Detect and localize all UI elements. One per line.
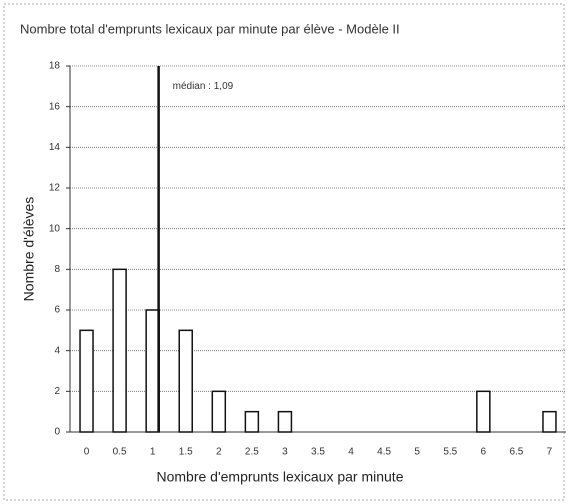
x-tick-label: 3 xyxy=(282,447,288,458)
annotation: médian : 1,09 xyxy=(173,81,234,92)
bar xyxy=(244,410,260,433)
x-axis-label: Nombre d'emprunts lexicaux par minute xyxy=(156,469,403,485)
x-tick-label: 4.5 xyxy=(377,447,391,458)
chart-title: Nombre total d'emprunts lexicaux par min… xyxy=(20,21,400,36)
x-tick-label: 4 xyxy=(348,447,354,458)
x-tick-label: 1.5 xyxy=(179,447,193,458)
y-tick-label: 0 xyxy=(54,427,60,438)
bar xyxy=(112,268,127,433)
x-tick-label: 7 xyxy=(547,447,553,458)
bar xyxy=(476,390,491,433)
x-tick-label: 3.5 xyxy=(311,447,325,458)
y-tick-label: 4 xyxy=(54,345,60,356)
x-tick-label: 6 xyxy=(481,447,487,458)
y-tick-label: 2 xyxy=(54,386,60,397)
y-axis-label: Nombre d'élèves xyxy=(21,197,37,302)
x-tick-label: 5 xyxy=(414,447,420,458)
bar xyxy=(277,410,293,433)
y-tick-label: 18 xyxy=(49,61,61,72)
bar xyxy=(178,329,193,433)
x-tick-label: 0.5 xyxy=(113,447,127,458)
bar xyxy=(542,410,557,433)
x-tick-label: 1 xyxy=(150,447,156,458)
y-tick-label: 16 xyxy=(49,101,61,112)
bar xyxy=(145,309,160,433)
bar xyxy=(211,390,227,433)
bar xyxy=(79,329,94,433)
y-tick-label: 8 xyxy=(54,264,60,275)
y-tick-label: 14 xyxy=(49,142,61,153)
y-tick-label: 12 xyxy=(49,183,61,194)
y-tick-label: 6 xyxy=(54,305,60,316)
x-tick-label: 2 xyxy=(216,447,222,458)
x-tick-label: 5.5 xyxy=(443,447,457,458)
x-tick-label: 0 xyxy=(84,447,90,458)
y-tick-label: 10 xyxy=(49,223,61,234)
x-tick-label: 6.5 xyxy=(509,447,523,458)
x-tick-label: 2.5 xyxy=(245,447,259,458)
